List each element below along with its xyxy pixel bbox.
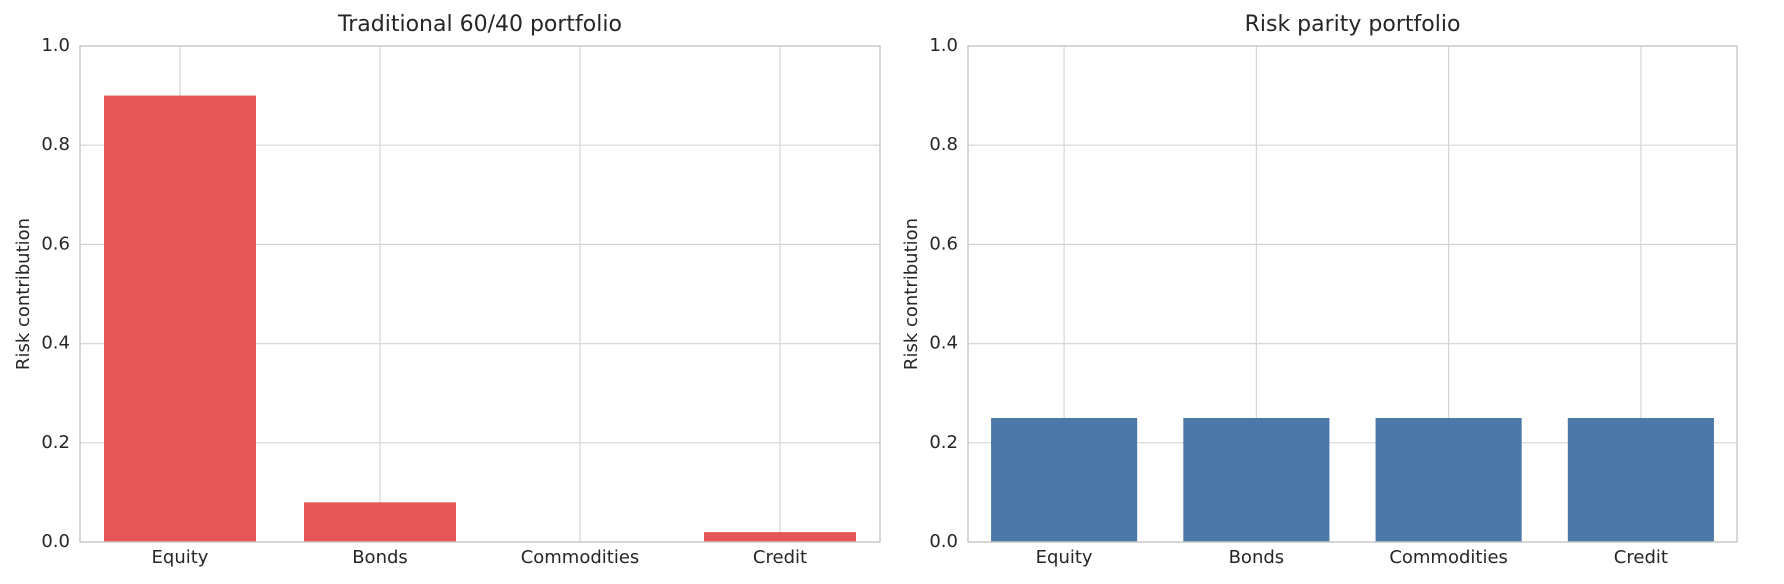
y-axis-label: Risk contribution [13,218,34,370]
x-tick-label: Bonds [1229,547,1285,568]
x-tick-label: Commodities [521,547,640,568]
y-tick-label: 0.2 [929,432,958,453]
chart-title: Traditional 60/40 portfolio [337,12,622,37]
y-tick-label: 0.0 [929,531,958,552]
y-tick-label: 0.0 [41,531,70,552]
x-tick-label: Credit [753,547,807,568]
y-tick-label: 0.2 [41,432,70,453]
x-tick-label: Credit [1614,547,1668,568]
x-tick-label: Bonds [352,547,408,568]
y-tick-label: 1.0 [929,35,958,56]
y-tick-label: 0.6 [929,233,958,254]
y-tick-label: 1.0 [41,35,70,56]
bar [991,418,1138,542]
bar [104,95,256,542]
x-tick-label: Equity [1036,547,1093,568]
bar [704,532,856,542]
bar [1375,418,1522,542]
y-tick-label: 0.8 [929,134,958,155]
bar [304,502,456,542]
y-tick-label: 0.8 [41,134,70,155]
chart-panel: Traditional 60/40 portfolio Risk contribu… [13,12,881,568]
bar [1183,418,1330,542]
chart-panel: Risk parity portfolio Risk contribution 0.… [901,12,1738,568]
axes-frame [79,45,881,543]
chart-title: Risk parity portfolio [1245,12,1461,37]
y-axis-label: Risk contribution [901,218,922,370]
y-tick-label: 0.6 [41,233,70,254]
axes-frame [967,45,1738,543]
bar [1567,418,1714,542]
x-tick-label: Equity [152,547,209,568]
y-tick-label: 0.4 [929,333,958,354]
y-tick-label: 0.4 [41,333,70,354]
x-tick-label: Commodities [1389,547,1508,568]
